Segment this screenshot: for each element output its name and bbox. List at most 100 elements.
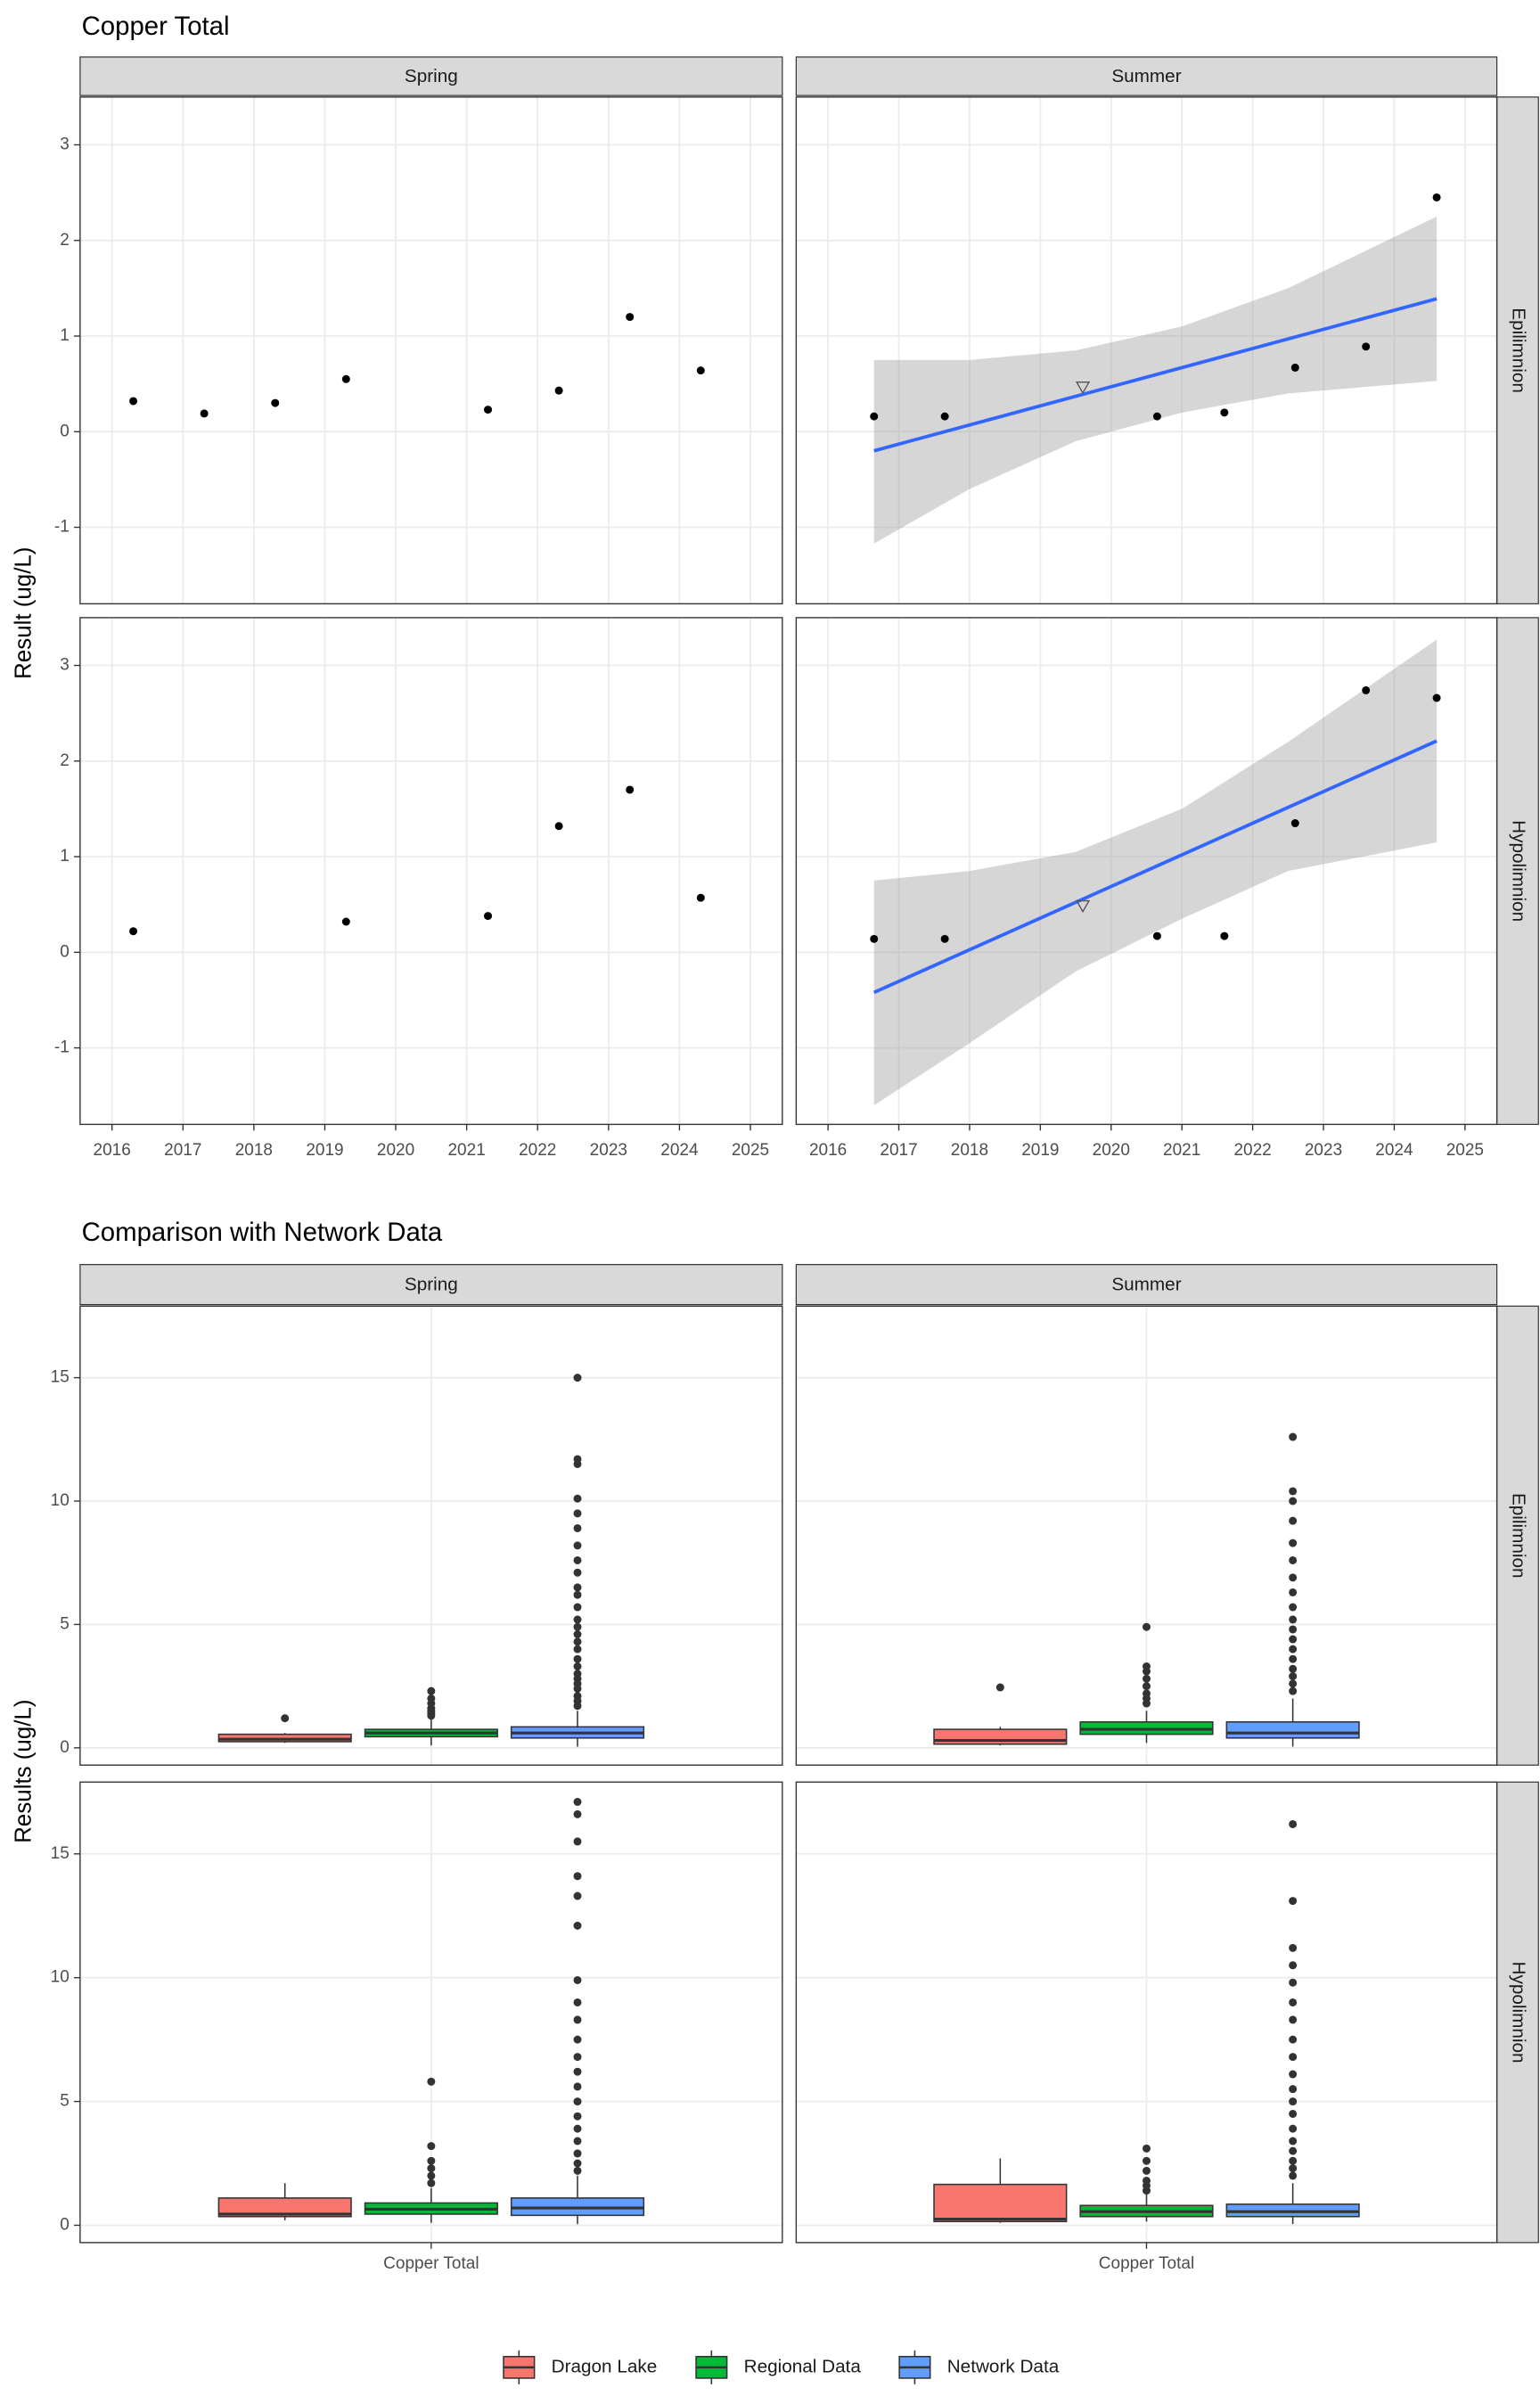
outlier [1289,2164,1298,2173]
confidence-band [873,216,1438,544]
x-tick-label: 2018 [951,1141,988,1160]
outlier [573,1809,582,1818]
point [940,934,949,943]
point [200,409,209,418]
outlier [573,1921,582,1930]
outlier [1289,1497,1298,1506]
outlier [1289,1897,1298,1906]
point [271,398,280,407]
x-tick-label: 2019 [306,1141,343,1160]
x-tick-label: 2023 [1305,1141,1342,1160]
outlier [1142,1689,1151,1698]
outlier [1289,2015,1298,2024]
point [696,893,705,902]
outlier [1289,1672,1298,1681]
outlier [1289,1432,1298,1441]
outlier [1142,1662,1151,1670]
legend-label: Network Data [947,2356,1060,2376]
outlier [1289,2171,1298,2180]
x-tick-label: 2021 [1163,1141,1200,1160]
x-tick-label: 2020 [1093,1141,1130,1160]
outlier [573,2124,582,2133]
outlier [1289,1819,1298,1828]
outlier [573,1603,582,1612]
outlier [573,1872,582,1881]
point [696,366,705,375]
panel-border [79,96,783,605]
outlier [573,1975,582,1984]
x-tick-label: 2025 [732,1141,769,1160]
box [933,1728,1068,1745]
strip-label: Epilimnion [1508,308,1528,393]
point [870,412,879,421]
point [626,313,635,322]
point [554,822,563,831]
outlier [427,2156,436,2165]
outlier [573,2035,582,2044]
outlier [1142,1674,1151,1683]
point [940,412,949,421]
point [1362,685,1371,694]
panel-border [79,1781,783,2244]
panel-border [795,617,1498,1126]
y-tick-label: 10 [51,1968,70,1987]
strip-label: Hypolimnion [1508,820,1528,922]
outlier [1142,2156,1151,2165]
outlier [427,2164,436,2173]
strip [795,1264,1498,1306]
outlier [573,1541,582,1550]
outlier [1289,1943,1298,1952]
outlier [427,2179,436,2187]
outlier [573,1374,582,1383]
outlier [1289,1555,1298,1564]
outlier [427,2142,436,2151]
outlier [427,2171,436,2180]
x-tick-label: 2017 [164,1141,201,1160]
y-tick-label: 1 [60,847,70,866]
point [1220,408,1229,417]
x-tick-label: Copper Total [383,2254,479,2273]
x-tick-label: 2020 [377,1141,414,1160]
outlier [573,1622,582,1631]
outlier [1289,1615,1298,1624]
outlier [1142,2176,1151,2185]
strip-label: Spring [405,1274,458,1294]
legend-label: Dragon Lake [552,2356,658,2376]
point [341,917,350,926]
outlier [573,1630,582,1638]
panel-border [79,617,783,1126]
panel-border [795,1781,1498,2244]
panel-border [795,1305,1498,1766]
strip [79,1264,783,1306]
outlier [1289,2070,1298,2079]
x-tick-label: Copper Total [1099,2254,1194,2273]
point [870,934,879,943]
point [129,397,138,406]
outlier [1142,2144,1151,2153]
outlier [1289,2146,1298,2155]
outlier [573,1645,582,1653]
outlier [1289,1654,1298,1663]
y-axis-title: Results (ug/L) [12,1700,37,1843]
outlier [1289,1961,1298,1970]
outlier [1289,1978,1298,1987]
point [1432,693,1441,702]
outlier [573,1555,582,1564]
outlier [573,2082,582,2091]
point [484,912,493,921]
outlier [995,1683,1004,1692]
outlier [573,2159,582,2168]
y-tick-label: -1 [54,518,70,537]
outlier [427,1694,436,1703]
outlier [573,2015,582,2024]
y-tick-label: 0 [60,1738,70,1757]
outlier [1289,1539,1298,1547]
y-tick-label: 2 [60,751,70,770]
outlier [573,1523,582,1532]
outlier [573,2137,582,2146]
x-tick-label: 2016 [809,1141,847,1160]
y-tick-label: 0 [60,422,70,440]
x-tick-label: 2024 [660,1141,699,1160]
